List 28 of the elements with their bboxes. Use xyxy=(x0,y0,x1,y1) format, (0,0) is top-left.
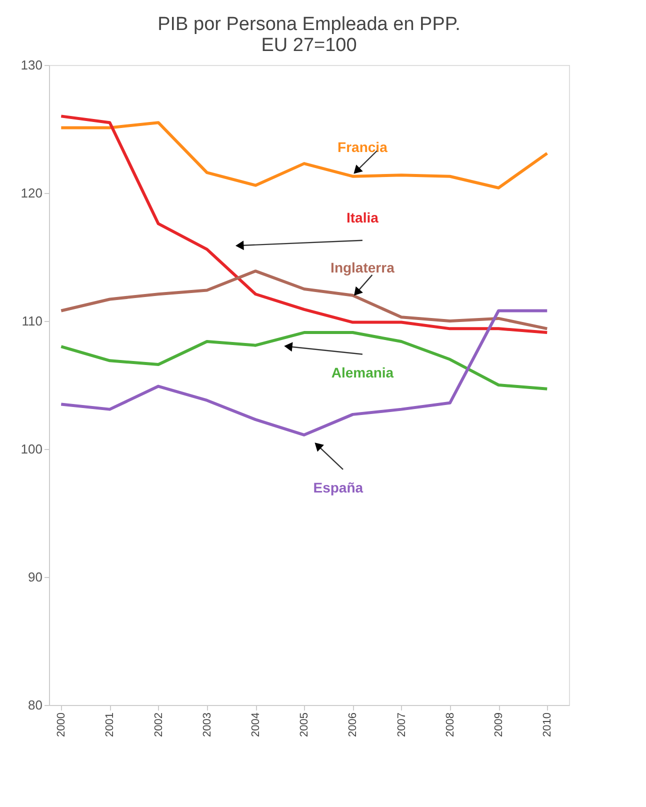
x-tick-label: 2002 xyxy=(152,712,165,737)
x-tick-label: 2004 xyxy=(250,712,262,737)
x-tick-label: 2003 xyxy=(201,712,214,737)
line-series xyxy=(60,121,549,190)
line-series xyxy=(60,114,549,334)
x-tick-label: 2010 xyxy=(542,712,554,737)
series-label: Francia xyxy=(338,139,388,156)
y-tick-label: 80 xyxy=(28,698,42,712)
text: España xyxy=(313,480,364,496)
text: PIB por Persona Empleada en PPP. xyxy=(158,14,460,35)
y-tick-label: 110 xyxy=(22,314,42,328)
x-tick-label: 2008 xyxy=(444,712,456,737)
x-tick-label: 2001 xyxy=(104,712,116,737)
line-series xyxy=(60,331,549,390)
x-tick-label: 2009 xyxy=(493,712,506,737)
series-label: Inglaterra xyxy=(330,260,395,276)
text: Italia xyxy=(346,210,379,226)
text: EU 27=100 xyxy=(261,35,357,56)
y-tick-label: 90 xyxy=(28,570,42,584)
y-tick-label: 130 xyxy=(20,58,42,72)
x-tick-label: 2005 xyxy=(298,712,311,737)
y-tick-label: 120 xyxy=(20,186,42,200)
y-tick-label: 100 xyxy=(20,442,42,456)
x-tick-label: 2000 xyxy=(56,712,68,737)
line-series xyxy=(60,309,549,436)
x-tick-label: 2006 xyxy=(347,712,360,737)
series-label: Alemania xyxy=(331,364,394,380)
x-tick-label: 2007 xyxy=(396,712,408,737)
